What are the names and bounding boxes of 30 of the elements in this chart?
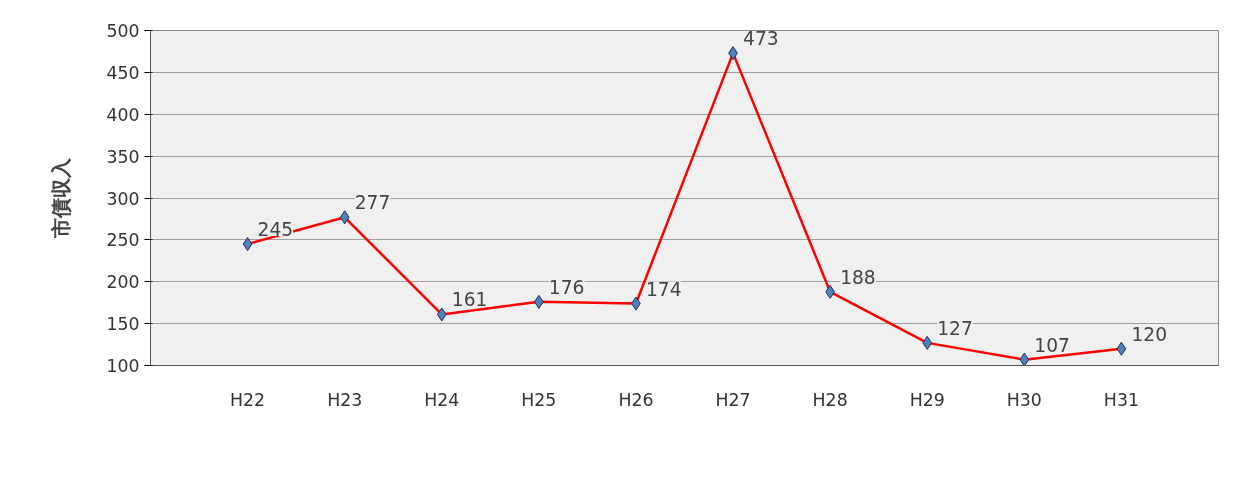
x-tick-label: H24 — [424, 389, 460, 410]
x-tick-label: H23 — [327, 389, 363, 410]
data-label: 161 — [451, 289, 488, 311]
data-label: 176 — [548, 276, 585, 298]
x-tick-label: H28 — [812, 389, 848, 410]
data-label: 188 — [840, 266, 876, 288]
data-label: 277 — [354, 192, 391, 214]
data-label: 120 — [1131, 323, 1168, 345]
data-label: 245 — [257, 219, 294, 241]
x-tick-label: H29 — [909, 389, 945, 410]
y-axis-title: 市債収入 — [49, 157, 74, 239]
y-tick-label: 350 — [106, 146, 140, 167]
y-tick-label: 300 — [106, 188, 140, 209]
data-label: 127 — [937, 317, 973, 339]
data-label: 107 — [1034, 334, 1070, 356]
y-tick-label: 100 — [106, 356, 140, 376]
data-label: 473 — [743, 28, 779, 50]
y-tick-label: 200 — [106, 272, 140, 293]
x-tick-label: H26 — [618, 389, 654, 410]
y-tick-label: 250 — [106, 230, 140, 251]
x-tick-label: H30 — [1006, 389, 1042, 410]
data-label: 174 — [645, 278, 682, 300]
x-tick-label: H31 — [1103, 389, 1139, 410]
x-tick-label: H22 — [230, 389, 266, 410]
y-tick-label: 450 — [106, 62, 140, 83]
y-tick-label: 400 — [106, 104, 140, 125]
x-tick-label: H25 — [521, 389, 557, 410]
y-tick-label: 500 — [106, 21, 140, 41]
y-tick-label: 150 — [106, 314, 140, 335]
x-tick-label: H27 — [715, 389, 751, 410]
